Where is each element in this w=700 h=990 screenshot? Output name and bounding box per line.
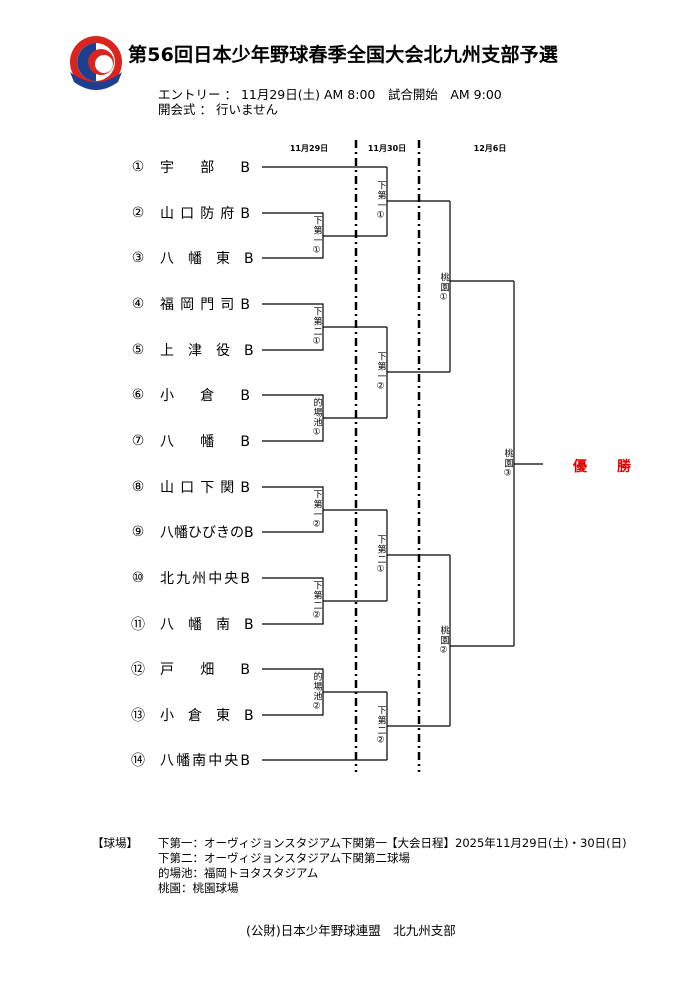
opening-info: 開会式 ： 行いません xyxy=(158,102,279,117)
bracket-r1 xyxy=(262,577,387,625)
team-seed-number: ② xyxy=(131,205,145,221)
venue-item: 的場池：福岡トヨタスタジアム xyxy=(158,866,319,880)
game-label: 的場池① xyxy=(311,397,322,439)
game-label: 下第一① xyxy=(311,215,322,257)
team-seed-number: ⑭ xyxy=(131,753,145,769)
bracket-r1 xyxy=(262,394,387,442)
team-seed-number: ① xyxy=(131,159,145,175)
game-label: 下第一② xyxy=(311,489,322,531)
game-label: 桃園② xyxy=(438,625,449,657)
team-name: 八 幡 東 B xyxy=(160,251,254,267)
team-name: 山口防府B xyxy=(160,206,250,222)
date-round2: 11月30日 xyxy=(367,144,407,153)
bracket-r2 xyxy=(386,167,450,236)
team-seed-number: ⑫ xyxy=(131,662,145,678)
team-name: 福岡門司B xyxy=(160,297,250,313)
venue-item: 下第二：オーヴィジョンスタジアム下関第二球場 xyxy=(158,851,410,865)
date-round1: 11月29日 xyxy=(289,144,329,153)
team-seed-number: ⑬ xyxy=(131,708,145,724)
team-name: 小 倉 東 B xyxy=(160,708,254,724)
game-label: 下第二② xyxy=(375,705,386,747)
team-seed-number: ⑦ xyxy=(131,433,145,449)
game-label: 桃園① xyxy=(438,272,449,304)
bracket-r2 xyxy=(386,327,450,418)
team-seed-number: ⑤ xyxy=(131,342,145,358)
team-seed-number: ⑩ xyxy=(131,570,145,586)
entry-info: エントリー ： 11月29日(土) AM 8:00 試合開始 AM 9:00 xyxy=(158,87,502,102)
team-seed-number: ⑥ xyxy=(131,387,145,403)
team-seed-number: ⑪ xyxy=(131,617,145,633)
bracket-r1 xyxy=(262,212,387,259)
team-name: 八 幡 南 B xyxy=(160,617,254,633)
bracket-r1 xyxy=(262,486,387,533)
team-seed-number: ④ xyxy=(131,296,145,312)
game-label: 下第一② xyxy=(375,351,386,393)
champion-label: 優 勝 xyxy=(573,459,639,475)
game-label: 下第二① xyxy=(311,306,322,348)
team-seed-number: ③ xyxy=(131,250,145,266)
team-name: 北九州中央B xyxy=(160,571,250,587)
game-label: 的場池② xyxy=(311,671,322,713)
team-seed-number: ⑨ xyxy=(131,524,145,540)
bracket-final xyxy=(513,281,543,646)
bracket-r1 xyxy=(262,303,387,351)
bracket-r2 xyxy=(386,510,450,601)
game-label: 下第二① xyxy=(375,534,386,576)
date-round3: 12月6日 xyxy=(473,144,507,153)
team-name: 八 幡 B xyxy=(160,434,250,450)
team-name: 八幡南中央B xyxy=(160,753,250,769)
bracket-r1 xyxy=(262,668,387,716)
organizer: (公財)日本少年野球連盟 北九州支部 xyxy=(246,923,456,938)
game-label: 下第一① xyxy=(375,180,386,222)
team-name: 上 津 役 B xyxy=(160,343,254,359)
bracket-r2 xyxy=(386,692,450,760)
game-label: 下第二② xyxy=(311,580,322,622)
venue-item: 下第一：オーヴィジョンスタジアム下関第一 xyxy=(158,836,387,850)
team-name: 小 倉 B xyxy=(160,388,250,404)
venue-item: 桃園：桃園球場 xyxy=(158,881,239,895)
team-name: 八幡ひびきのB xyxy=(160,525,254,541)
team-name: 宇 部 B xyxy=(160,160,250,176)
team-seed-number: ⑧ xyxy=(131,479,145,495)
team-name: 山口下関B xyxy=(160,480,250,496)
schedule-info: 【大会日程】2025年11月29日(土)・30日(日) xyxy=(386,836,627,850)
page-title: 第56回日本少年野球春季全国大会北九州支部予選 xyxy=(128,44,559,66)
team-name: 戸 畑 B xyxy=(160,662,250,678)
venue-heading: 【球場】 xyxy=(92,836,138,850)
bracket-r3 xyxy=(449,201,514,372)
bracket-r3 xyxy=(449,555,514,726)
game-label-final: 桃園③ xyxy=(502,448,513,480)
